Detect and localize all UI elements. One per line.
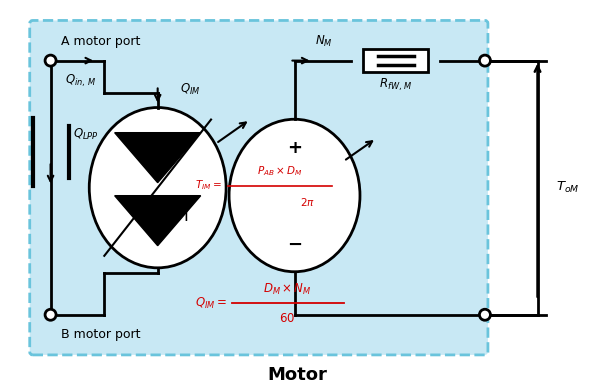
Text: $D_M \times N_M$: $D_M \times N_M$: [263, 282, 311, 296]
Bar: [363, 49, 428, 72]
Text: $Q_{IM}=$: $Q_{IM}=$: [195, 296, 227, 310]
Text: $T_{oM}$: $T_{oM}$: [556, 180, 579, 195]
Text: $Q_{IM}$: $Q_{IM}$: [180, 82, 201, 97]
Text: $P_{AB} \times D_M$: $P_{AB} \times D_M$: [257, 165, 302, 178]
Circle shape: [45, 55, 56, 66]
Text: I: I: [183, 207, 188, 225]
Circle shape: [480, 55, 490, 66]
Text: $Q_{LPP}$: $Q_{LPP}$: [73, 127, 98, 142]
Ellipse shape: [89, 108, 226, 268]
Text: $R_{fW,\,M}$: $R_{fW,\,M}$: [379, 76, 412, 93]
Polygon shape: [115, 196, 201, 246]
Text: $Q_{in,\,M}$: $Q_{in,\,M}$: [65, 72, 96, 89]
FancyBboxPatch shape: [30, 20, 488, 355]
Text: A motor port: A motor port: [61, 34, 140, 48]
Text: Motor: Motor: [268, 366, 327, 384]
Text: $60$: $60$: [279, 312, 295, 325]
Text: +: +: [287, 139, 302, 157]
Text: −: −: [287, 236, 302, 254]
Polygon shape: [115, 133, 201, 183]
Text: $N_M$: $N_M$: [315, 34, 332, 48]
Circle shape: [480, 309, 490, 320]
Ellipse shape: [229, 119, 360, 272]
Text: B motor port: B motor port: [61, 328, 140, 341]
Circle shape: [45, 309, 56, 320]
Text: $2\pi$: $2\pi$: [300, 196, 315, 208]
Text: $T_{IM}=$: $T_{IM}=$: [195, 179, 221, 192]
